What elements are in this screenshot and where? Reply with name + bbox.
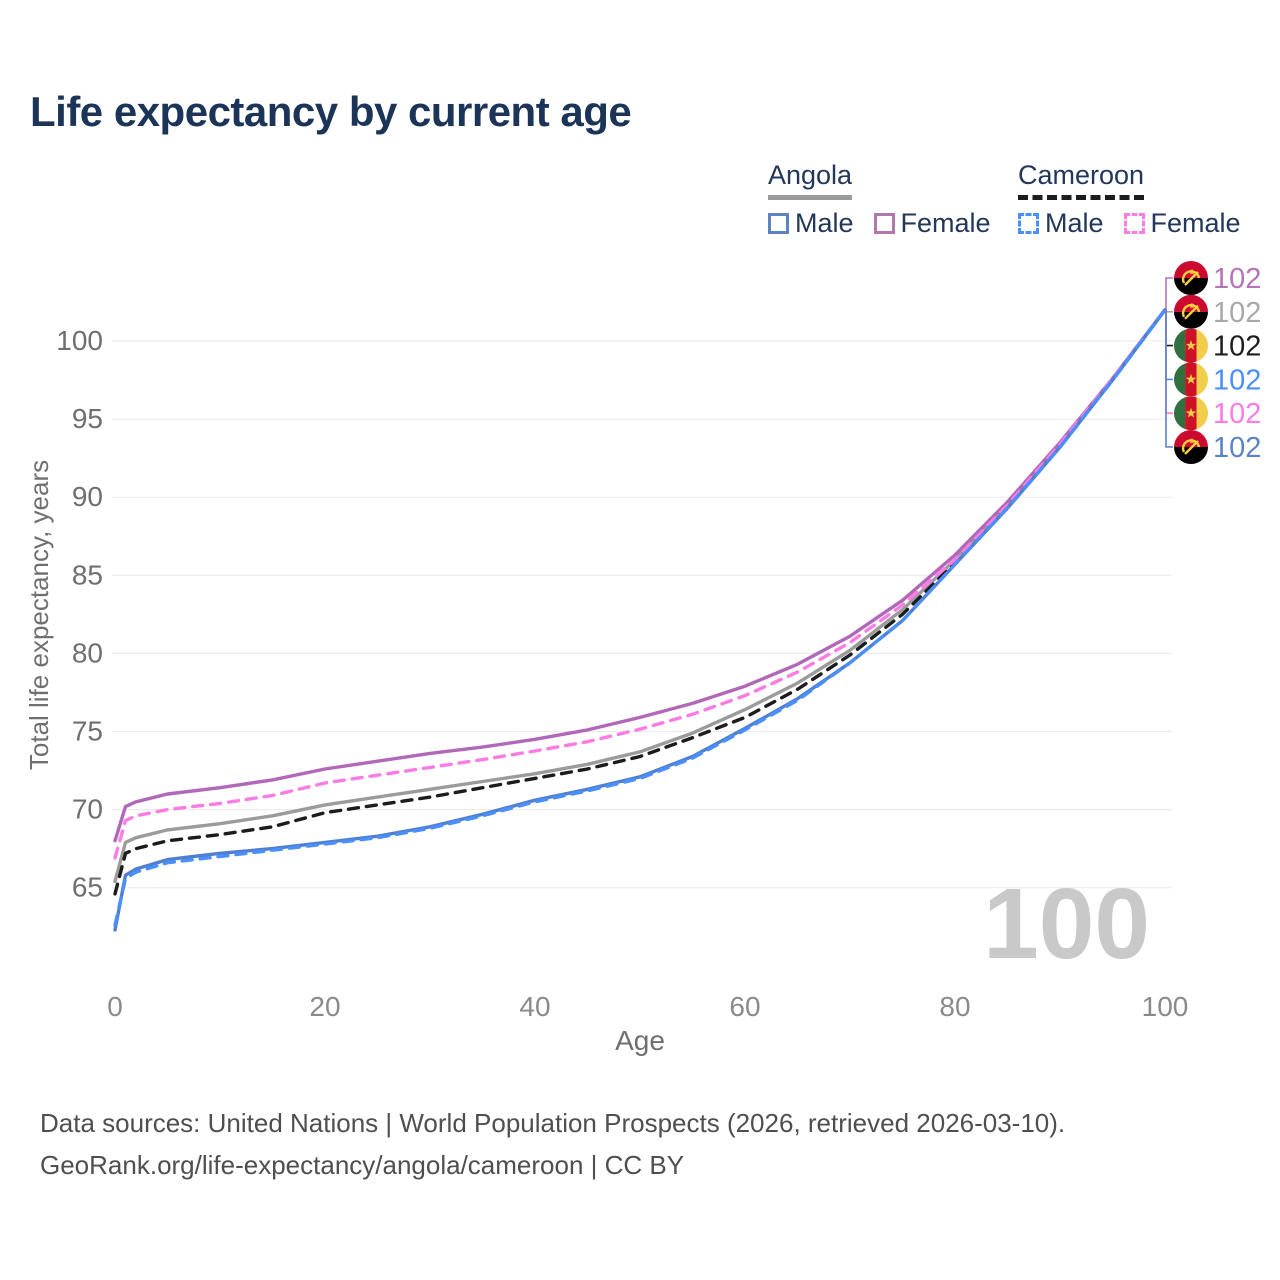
- x-tick-label: 20: [309, 991, 340, 1022]
- x-tick-label: 100: [1142, 991, 1189, 1022]
- end-value-cameroon-female: 102: [1213, 398, 1261, 430]
- x-tick-label: 40: [519, 991, 550, 1022]
- y-axis-label: Total life expectancy, years: [24, 460, 54, 770]
- angola-female-swatch-icon: [873, 213, 895, 234]
- series-line-cameroon-male[interactable]: [113, 308, 1167, 927]
- legend-item-angola-male[interactable]: Male: [768, 208, 854, 239]
- angola-flag-icon: [1174, 430, 1208, 464]
- leader-line-cameroon: [1165, 309, 1173, 347]
- x-tick-label: 60: [729, 991, 760, 1022]
- y-tick-label: 100: [56, 325, 103, 356]
- page-title: Life expectancy by current age: [30, 88, 632, 135]
- leader-line-cameroon-male: [1165, 309, 1173, 381]
- series-line-angola[interactable]: [113, 308, 1167, 884]
- y-tick-label: 75: [72, 716, 103, 747]
- cameroon-flag-icon: [1174, 362, 1208, 397]
- end-value-cameroon-male: 102: [1213, 364, 1261, 396]
- legend-label: Male: [795, 208, 854, 238]
- end-value-angola: 102: [1213, 297, 1261, 329]
- x-axis-label: Age: [615, 1025, 665, 1056]
- y-tick-label: 85: [72, 559, 103, 590]
- y-tick-label: 90: [72, 481, 103, 512]
- angola-flag-icon: [1174, 261, 1208, 295]
- legend-group-angola: Angola Male Female: [768, 160, 991, 239]
- legend-country-cameroon[interactable]: Cameroon: [1018, 160, 1145, 200]
- series-line-cameroon-female[interactable]: [113, 308, 1167, 860]
- legend-label: Male: [1045, 208, 1104, 238]
- data-source-footer: Data sources: United Nations | World Pop…: [40, 1102, 1065, 1186]
- x-tick-label: 0: [107, 991, 123, 1022]
- y-tick-label: 95: [72, 403, 103, 434]
- legend-label: Female: [1150, 208, 1241, 238]
- leader-line-angola-female: [1165, 277, 1173, 310]
- legend-item-cameroon-female[interactable]: Female: [1123, 208, 1241, 239]
- cameroon-flag-icon: [1174, 396, 1208, 431]
- footer-sources-line: Data sources: United Nations | World Pop…: [40, 1108, 1066, 1138]
- cameroon-female-swatch-icon: [1123, 213, 1145, 234]
- legend-item-angola-female[interactable]: Female: [873, 208, 991, 239]
- x-tick-label: 80: [939, 991, 970, 1022]
- end-value-angola-male: 102: [1213, 432, 1261, 464]
- y-tick-label: 80: [72, 637, 103, 668]
- series-line-cameroon[interactable]: [113, 308, 1167, 896]
- legend-label: Female: [900, 208, 991, 238]
- footer-url-line: GeoRank.org/life-expectancy/angola/camer…: [40, 1150, 685, 1180]
- age-watermark: 100: [983, 868, 1150, 980]
- end-value-cameroon: 102: [1213, 331, 1261, 363]
- cameroon-flag-icon: [1174, 328, 1208, 363]
- end-value-angola-female: 102: [1213, 263, 1261, 295]
- leader-line-cameroon-female: [1165, 309, 1173, 414]
- series-line-angola-male[interactable]: [113, 308, 1167, 932]
- cameroon-male-swatch-icon: [1018, 213, 1039, 234]
- y-tick-label: 70: [72, 794, 103, 825]
- series-line-angola-female[interactable]: [113, 308, 1167, 843]
- y-tick-label: 65: [72, 872, 103, 903]
- leader-line-angola-male: [1165, 309, 1173, 448]
- legend-country-angola[interactable]: Angola: [768, 160, 853, 200]
- legend-group-cameroon: Cameroon Male Female: [1018, 160, 1241, 239]
- angola-male-swatch-icon: [768, 213, 789, 234]
- leader-line-angola: [1165, 309, 1173, 313]
- legend-item-cameroon-male[interactable]: Male: [1018, 208, 1104, 239]
- angola-flag-icon: [1174, 294, 1208, 329]
